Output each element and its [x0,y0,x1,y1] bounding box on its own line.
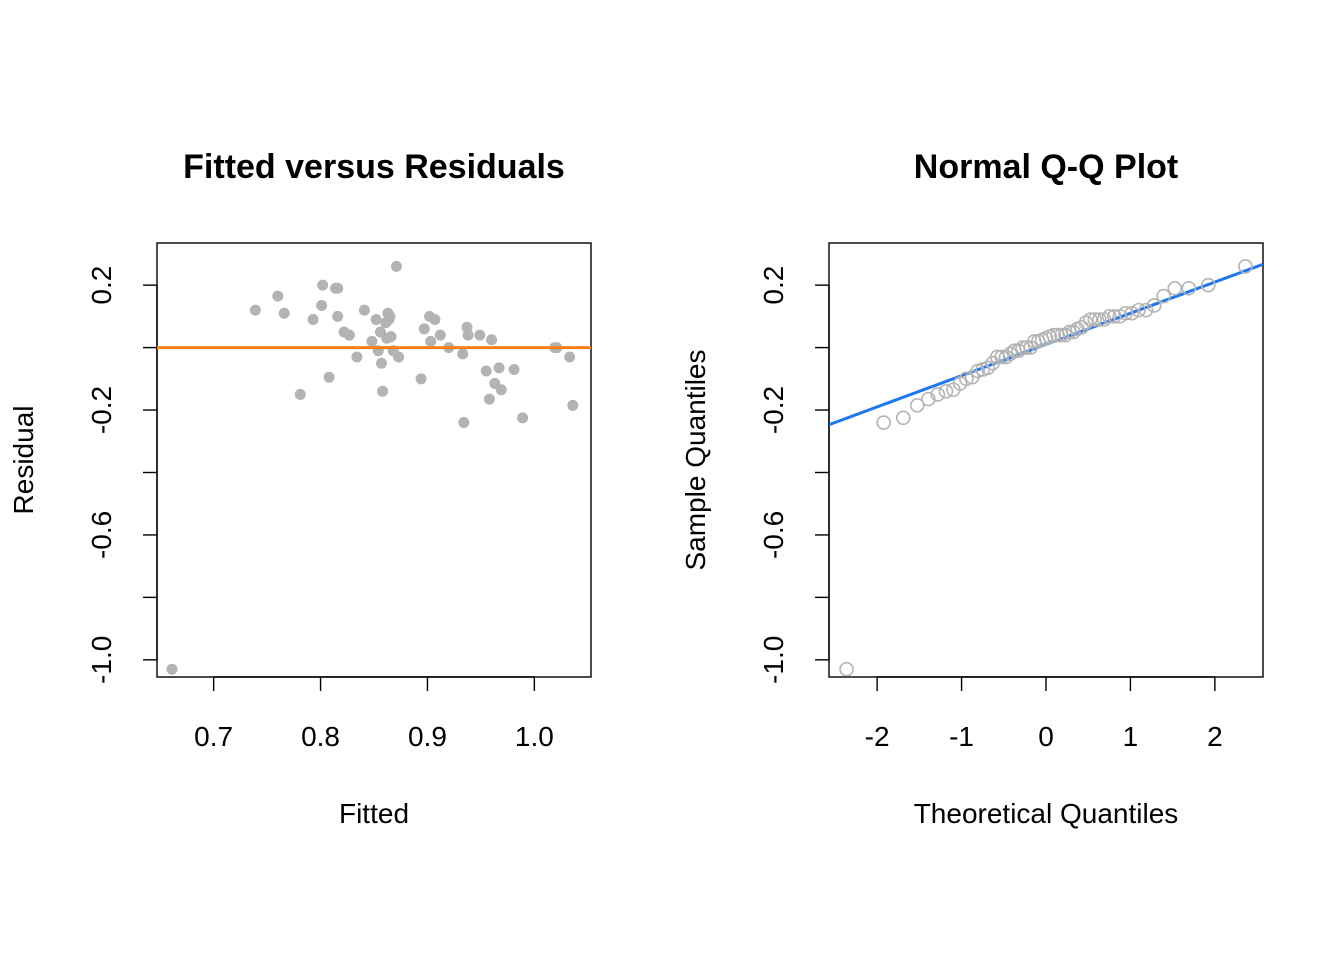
residual-point [370,313,382,325]
residual-point [458,417,470,429]
residual-plot-y-tick-label: -0.2 [86,386,117,434]
qq-point [1124,305,1140,321]
qq-point [1066,324,1081,340]
residual-point [323,371,335,383]
residual-point [307,313,319,325]
qq-point [1062,324,1077,340]
residual-point [390,260,402,272]
residual-point [317,279,329,291]
qq-point [1146,298,1162,313]
residual-point [517,412,529,424]
residual-point [166,663,178,675]
qq-point [895,410,911,426]
residual-point [462,329,474,341]
residual-point [343,329,355,341]
qq-plot-x-label: Theoretical Quantiles [914,798,1179,829]
residual-point [332,310,344,322]
qq-plot-x-tick-label: -1 [949,721,974,752]
qq-point [1078,315,1094,330]
qq-plot-x-tick-label: 1 [1123,721,1139,752]
residual-plot-y-tick-label: -1.0 [86,636,117,684]
residual-plot-x-tick-label: 0.7 [194,721,233,752]
residual-point [480,365,492,377]
residual-point [272,290,284,302]
residual-point [434,329,446,341]
qq-point [1201,277,1216,293]
qq-plot-x-tick-label: 2 [1207,721,1223,752]
residual-point [415,373,427,385]
residual-point [375,357,387,369]
qq-plot-y-label: Sample Quantiles [680,349,711,570]
residual-plot-panel: Fitted versus Residuals Fitted Residual … [8,148,592,829]
qq-point [1074,320,1089,335]
qq-point [909,398,925,413]
residual-point [366,335,378,347]
qq-plot-y-tick-label: -0.2 [758,386,789,434]
qq-plot-x-tick-label: -2 [865,721,890,752]
residual-plot-title: Fitted versus Residuals [183,148,565,186]
qq-point [1131,302,1146,318]
qq-point [930,387,946,402]
residual-point [332,282,344,294]
residual-point [564,351,576,363]
qq-point [1046,327,1062,343]
residual-point [393,351,405,363]
residual-point [508,363,520,375]
residual-point [493,362,505,374]
qq-point [1087,312,1103,327]
qq-point [1082,312,1098,327]
residual-point [316,299,328,311]
qq-plot-x-tick-label: 0 [1038,721,1054,752]
qq-point [1058,327,1073,343]
residual-point [429,313,441,325]
qq-point [1238,259,1253,274]
qq-point [1167,280,1183,296]
qq-point [1003,346,1018,362]
residual-point [486,334,498,346]
residual-point [377,385,389,397]
residual-plot-y-tick-label: 0.2 [86,266,117,305]
residual-plot-frame [156,242,592,678]
qq-point [876,415,891,430]
qq-point [980,360,996,376]
residual-plot-y-tick-label: -0.6 [86,511,117,559]
qq-point [839,661,854,677]
residual-plot-x-tick-label: 0.8 [301,721,340,752]
residual-point [385,331,397,343]
residual-point [418,323,430,335]
qq-point [938,384,954,399]
residual-point [351,351,363,363]
residual-point [474,329,486,341]
residual-point [567,399,579,411]
residual-point [457,348,469,360]
qq-point [921,391,936,407]
qq-plot-y-tick-label: -0.6 [758,511,789,559]
qq-plot-panel: Normal Q-Q Plot Theoretical Quantiles Sa… [680,148,1264,829]
qq-point [1015,340,1030,355]
residual-point [249,304,261,316]
qq-point [1101,309,1117,324]
qq-plot-y-tick-label: 0.2 [758,266,789,305]
qq-point [1138,302,1154,318]
residual-plot-x-label: Fitted [339,798,409,829]
qq-point [1181,280,1197,296]
residual-point [425,335,437,347]
qq-plot-title: Normal Q-Q Plot [914,148,1178,186]
qq-point [994,349,1010,365]
residual-point [483,393,495,405]
residual-plot-y-label: Residual [8,406,39,515]
qq-point [1092,312,1107,327]
residual-plot-x-tick-label: 1.0 [515,721,554,752]
residual-point [358,304,370,316]
residual-point [278,307,290,319]
residual-plot-x-tick-label: 0.9 [408,721,447,752]
qq-plot-frame [828,242,1264,678]
residual-point [495,384,507,396]
qq-point [959,371,974,387]
residual-point [294,388,306,400]
residual-point [384,310,396,322]
qq-plot-y-tick-label: -1.0 [758,636,789,684]
qq-point [1156,288,1171,304]
